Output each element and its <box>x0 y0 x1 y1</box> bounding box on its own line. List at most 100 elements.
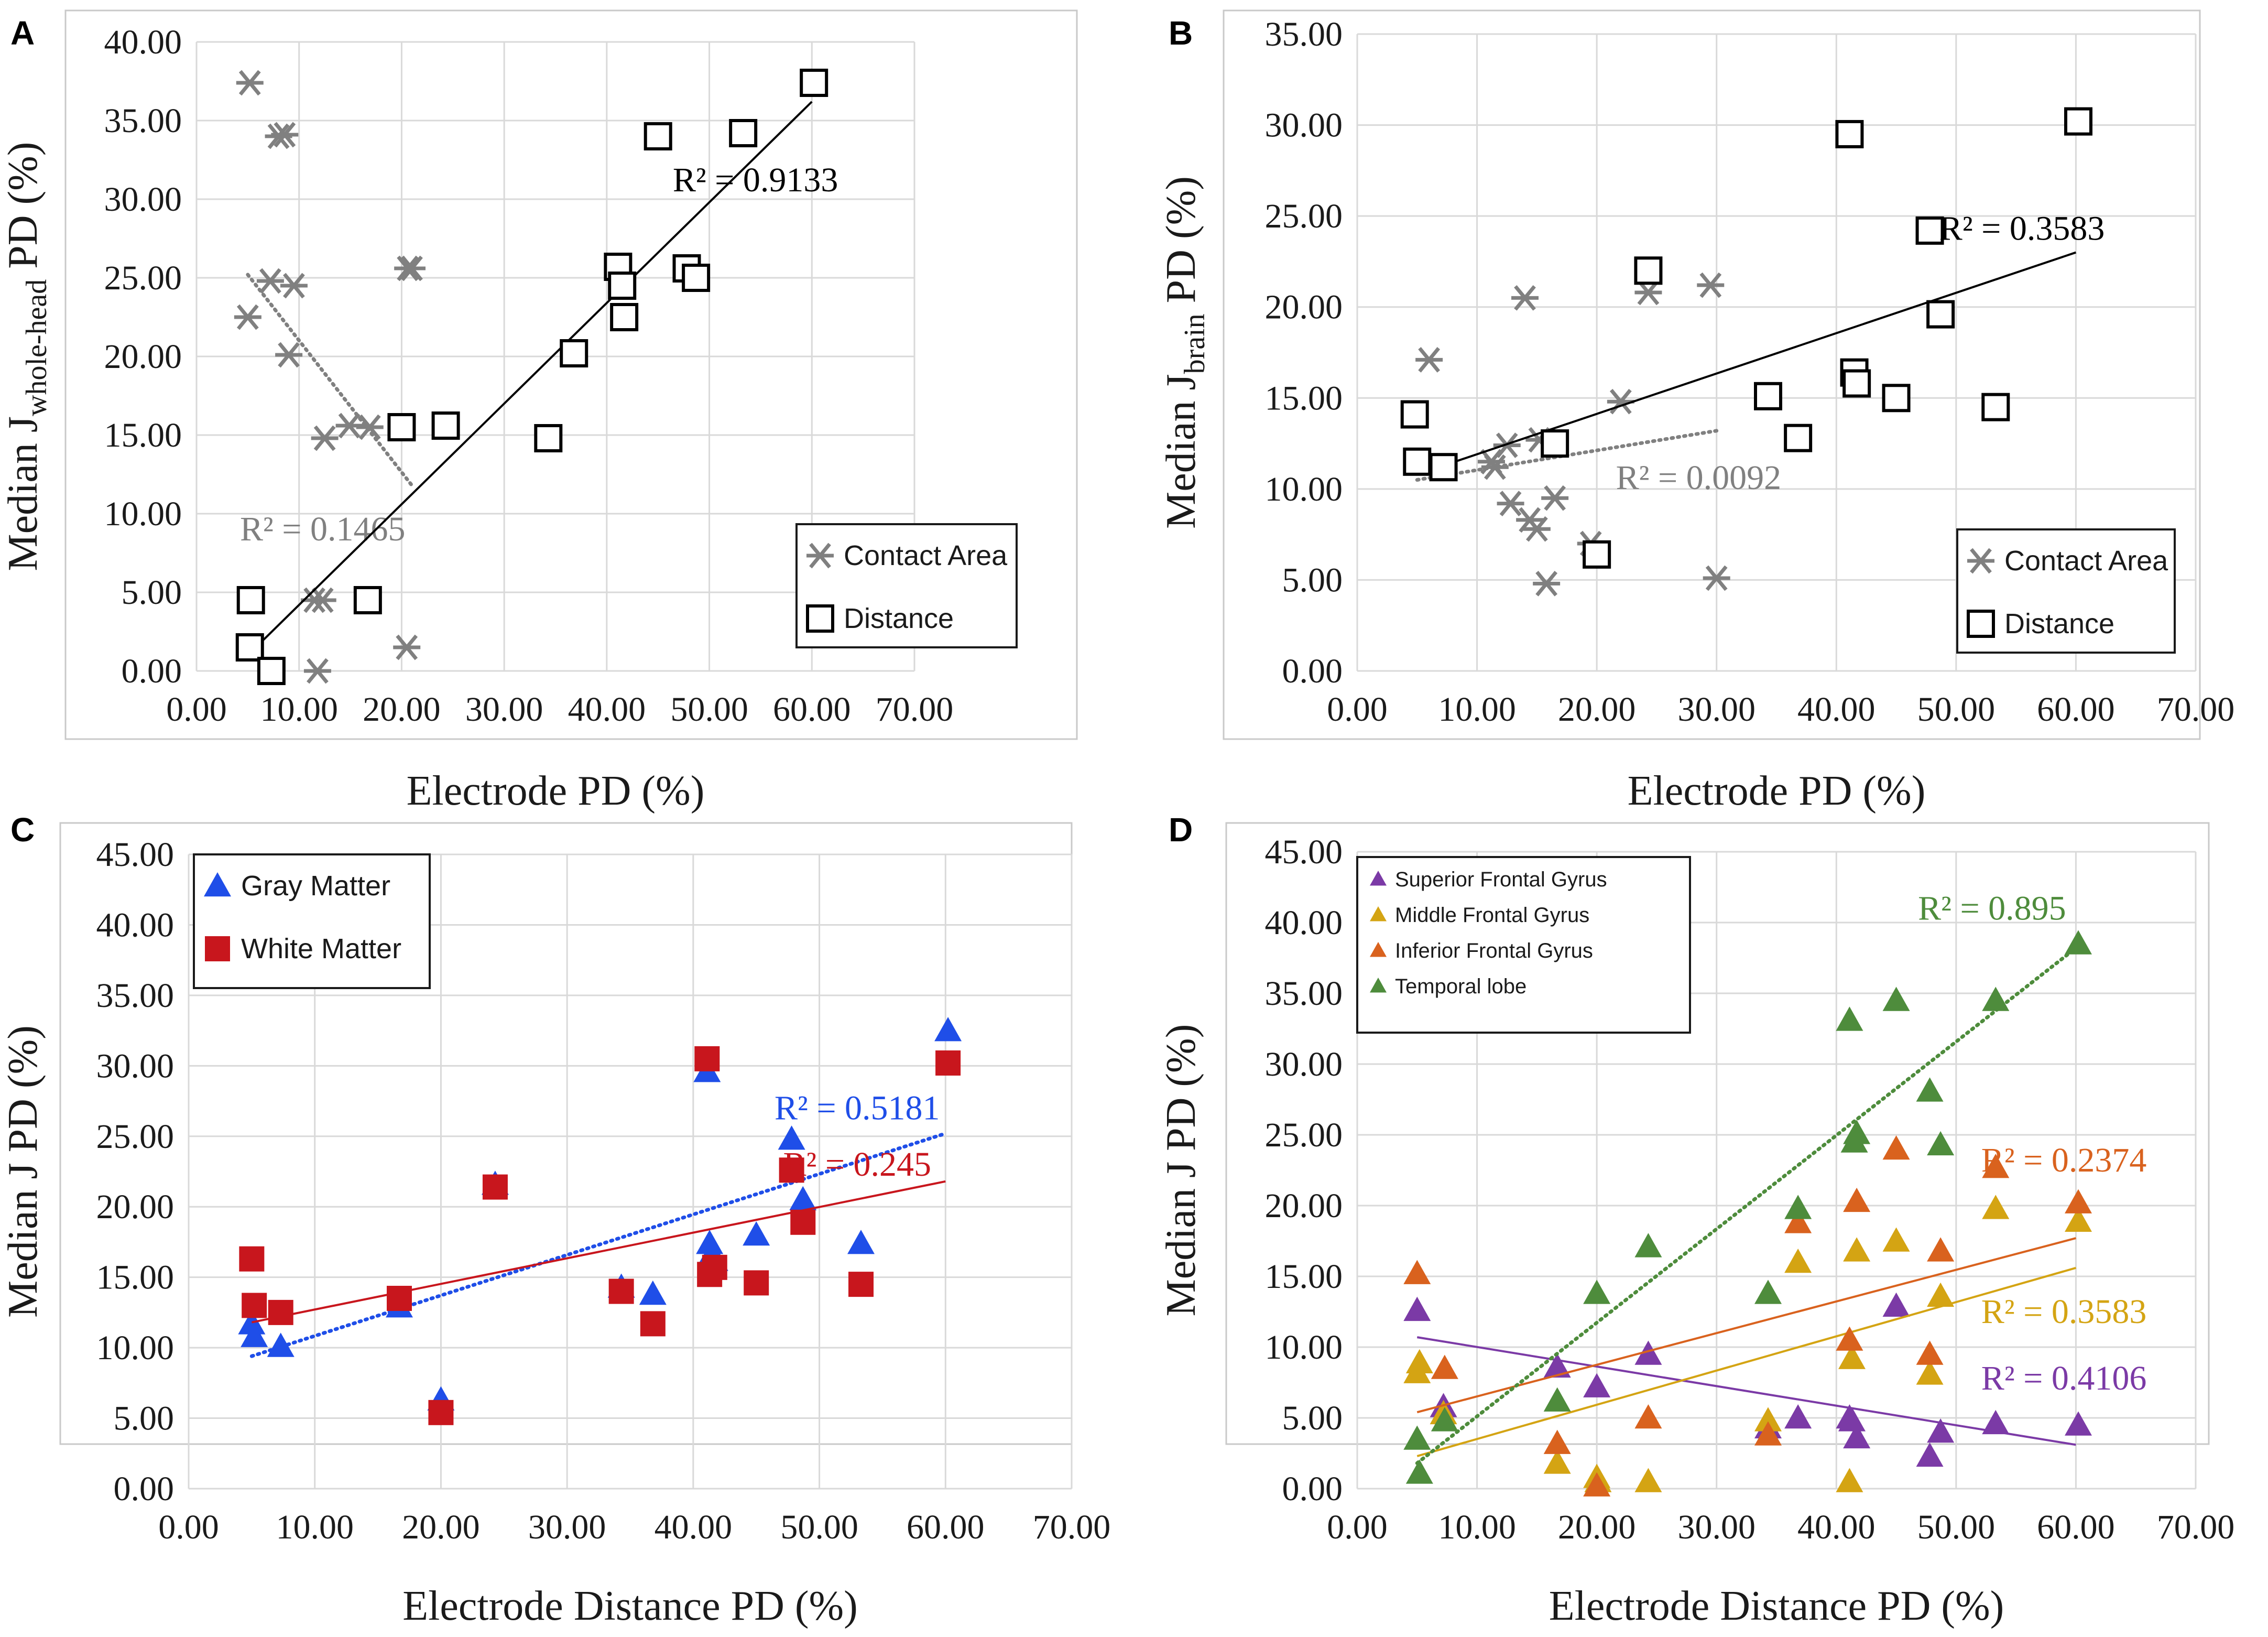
legend-label: White Matter <box>241 933 401 964</box>
x-tick-label: 30.00 <box>465 690 543 729</box>
asterisk-stroke <box>358 414 381 440</box>
data-point <box>311 425 339 451</box>
data-point <box>1916 1077 1944 1102</box>
data-point <box>241 1322 268 1347</box>
data-point <box>1784 1404 1812 1429</box>
data-point <box>1634 1340 1662 1365</box>
data-point <box>236 586 265 614</box>
legend: Contact Area Distance <box>795 523 1018 648</box>
chart-panel-a: 0.00 5.00 10.00 15.00 20.00 25.00 30.00 35.00 40… <box>0 9 1078 814</box>
asterisk-stroke <box>1418 347 1441 373</box>
data-point <box>640 1311 666 1337</box>
legend-item: White Matter <box>205 933 401 964</box>
data-point <box>694 1046 720 1071</box>
x-tick-label: 0.00 <box>1327 690 1388 729</box>
asterisk-stroke <box>311 587 334 613</box>
data-point <box>744 1270 769 1296</box>
data-point <box>608 272 637 300</box>
data-point <box>1634 1233 1662 1257</box>
series-gray-matter: R² = 0.5181 <box>238 1017 962 1411</box>
y-tick-label: 10.00 <box>1265 1328 1343 1367</box>
trendline-contact-area <box>246 273 414 487</box>
data-point <box>1403 1296 1431 1321</box>
y-tick-label: 20.00 <box>96 1188 175 1226</box>
y-tick-label: 5.00 <box>114 1400 175 1438</box>
x-tick-label: 0.00 <box>158 1508 219 1546</box>
x-tick-label: 0.00 <box>1327 1508 1388 1546</box>
panel-letter: A <box>10 14 35 52</box>
y-tick-label: 35.00 <box>1265 15 1343 53</box>
x-tick-label: 10.00 <box>260 690 338 729</box>
x-tick-label: 30.00 <box>1677 1508 1755 1546</box>
data-point <box>1784 1195 1812 1219</box>
legend-label: Superior Frontal Gyrus <box>1395 868 1607 891</box>
chart-panel-c: 0.00 5.00 10.00 15.00 20.00 25.00 30.00 35.00 40… <box>0 811 1110 1629</box>
r-squared-label: R² = 0.5181 <box>775 1089 940 1128</box>
asterisk-stroke <box>274 122 296 148</box>
y-tick-label: 40.00 <box>96 906 175 944</box>
legend-marker <box>204 872 231 897</box>
y-tick-label: 20.00 <box>104 338 182 376</box>
y-tick-label: 35.00 <box>96 977 175 1015</box>
y-tick-label: 40.00 <box>1265 904 1343 942</box>
y-tick-label: 5.00 <box>1282 561 1343 599</box>
y-tick-label: 15.00 <box>104 416 182 454</box>
r-squared-label: R² = 0.4106 <box>1981 1359 2147 1397</box>
legend-marker <box>1370 978 1387 993</box>
data-point <box>1403 1260 1431 1284</box>
trendline-distance <box>247 101 813 656</box>
data-point <box>1697 272 1725 298</box>
x-axis-title: Electrode Distance PD (%) <box>402 1583 858 1629</box>
data-point <box>1754 1280 1782 1304</box>
legend-item: Gray Matter <box>204 870 390 902</box>
trendline-gray-matter <box>249 1131 947 1358</box>
data-point <box>1543 1387 1571 1412</box>
data-point <box>1882 384 1911 413</box>
y-tick-label: 5.00 <box>1282 1399 1343 1437</box>
data-point <box>779 1157 804 1183</box>
data-point <box>1431 1354 1458 1379</box>
legend-marker <box>205 936 230 961</box>
data-point <box>1982 986 2010 1011</box>
asterisk-stroke <box>1514 285 1536 311</box>
data-point <box>608 1278 634 1304</box>
legend-item: Distance <box>806 603 954 634</box>
y-tick-label: 30.00 <box>1265 106 1343 145</box>
data-point <box>1836 1006 1863 1031</box>
data-point <box>431 411 460 440</box>
x-tick-label: 70.00 <box>2157 690 2235 729</box>
data-point <box>1838 1407 1866 1432</box>
data-point <box>280 273 308 299</box>
data-point <box>1916 1340 1944 1365</box>
asterisk-stroke <box>283 273 305 299</box>
y-tick-label: 10.00 <box>104 495 182 533</box>
y-tick-label: 15.00 <box>96 1259 175 1297</box>
series-middle-frontal-gyrus: R² = 0.3583 <box>1403 1195 2146 1492</box>
y-tick-label: 0.00 <box>1282 1470 1343 1508</box>
legend: Contact Area Distance <box>1956 528 2176 654</box>
x-tick-label: 50.00 <box>1917 1508 1996 1546</box>
data-point <box>1634 1404 1662 1429</box>
y-tick-label: 0.00 <box>114 1470 175 1508</box>
series-white-matter: R² = 0.245 <box>239 1046 961 1425</box>
data-point <box>1583 1373 1611 1397</box>
y-tick-label: 40.00 <box>104 23 182 61</box>
x-axis-title: Electrode PD (%) <box>407 768 705 814</box>
data-point <box>1429 453 1458 482</box>
data-point <box>1583 1472 1611 1497</box>
data-point <box>275 342 303 368</box>
data-point <box>847 1230 875 1254</box>
legend: Gray Matter White Matter <box>193 853 431 989</box>
data-point <box>1843 1237 1871 1262</box>
y-axis-title-main: Median J PD (%) <box>1158 1024 1204 1317</box>
data-point <box>1882 1135 1910 1160</box>
x-tick-label: 10.00 <box>1438 690 1516 729</box>
legend-marker <box>1967 610 1995 638</box>
data-point <box>2065 1189 2092 1213</box>
data-point <box>1915 216 1944 245</box>
data-point <box>1403 1425 1431 1450</box>
legend-marker <box>806 604 834 633</box>
data-point <box>1497 491 1524 516</box>
data-point <box>386 1286 412 1311</box>
